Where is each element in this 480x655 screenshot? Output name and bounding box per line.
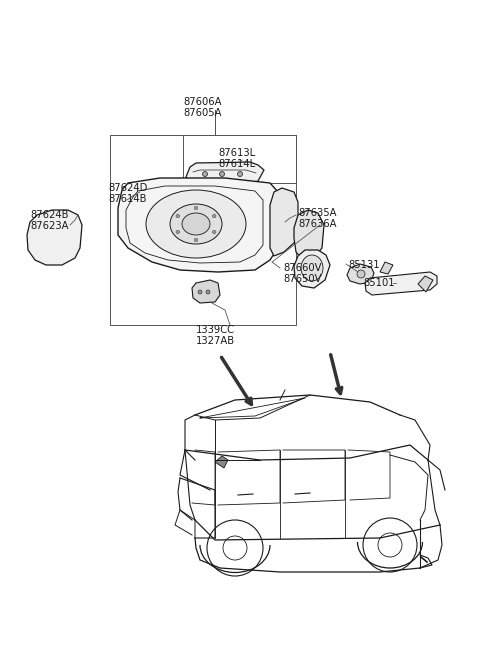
Text: 87635A: 87635A [298, 208, 336, 218]
Polygon shape [365, 272, 437, 295]
Circle shape [304, 252, 312, 259]
Polygon shape [418, 276, 433, 292]
Circle shape [212, 214, 216, 218]
Text: 87624D: 87624D [108, 183, 147, 193]
Text: 87636A: 87636A [298, 219, 336, 229]
Polygon shape [347, 264, 374, 284]
Text: 85131: 85131 [348, 260, 380, 270]
Polygon shape [27, 210, 82, 265]
Text: 87614B: 87614B [108, 194, 146, 204]
Ellipse shape [146, 190, 246, 258]
Ellipse shape [182, 213, 210, 235]
Circle shape [198, 290, 202, 294]
Circle shape [212, 230, 216, 234]
Polygon shape [186, 162, 264, 186]
Circle shape [194, 238, 198, 242]
Circle shape [176, 230, 180, 234]
Polygon shape [192, 280, 220, 303]
Polygon shape [215, 456, 228, 468]
Ellipse shape [170, 204, 222, 244]
Text: 87613L: 87613L [218, 148, 255, 158]
Text: 87624B: 87624B [30, 210, 69, 220]
Bar [110, 135, 296, 325]
Polygon shape [380, 262, 393, 274]
Text: 87606A: 87606A [183, 97, 221, 107]
Polygon shape [294, 210, 324, 260]
Circle shape [203, 172, 207, 176]
Text: 85101: 85101 [363, 278, 395, 288]
Text: 87605A: 87605A [183, 108, 221, 118]
Text: 87623A: 87623A [30, 221, 69, 231]
Text: 87614L: 87614L [218, 159, 255, 169]
Circle shape [357, 270, 365, 278]
Ellipse shape [301, 255, 323, 281]
Bar [183, 135, 296, 183]
Text: 1327AB: 1327AB [196, 336, 235, 346]
Circle shape [219, 172, 225, 176]
Text: 87660V: 87660V [283, 263, 322, 273]
Text: 1339CC: 1339CC [196, 325, 235, 335]
Polygon shape [118, 178, 278, 272]
Circle shape [206, 290, 210, 294]
Polygon shape [294, 250, 330, 288]
Text: 87650V: 87650V [283, 274, 322, 284]
Polygon shape [270, 188, 298, 256]
Circle shape [194, 206, 198, 210]
Circle shape [176, 214, 180, 218]
Circle shape [238, 172, 242, 176]
